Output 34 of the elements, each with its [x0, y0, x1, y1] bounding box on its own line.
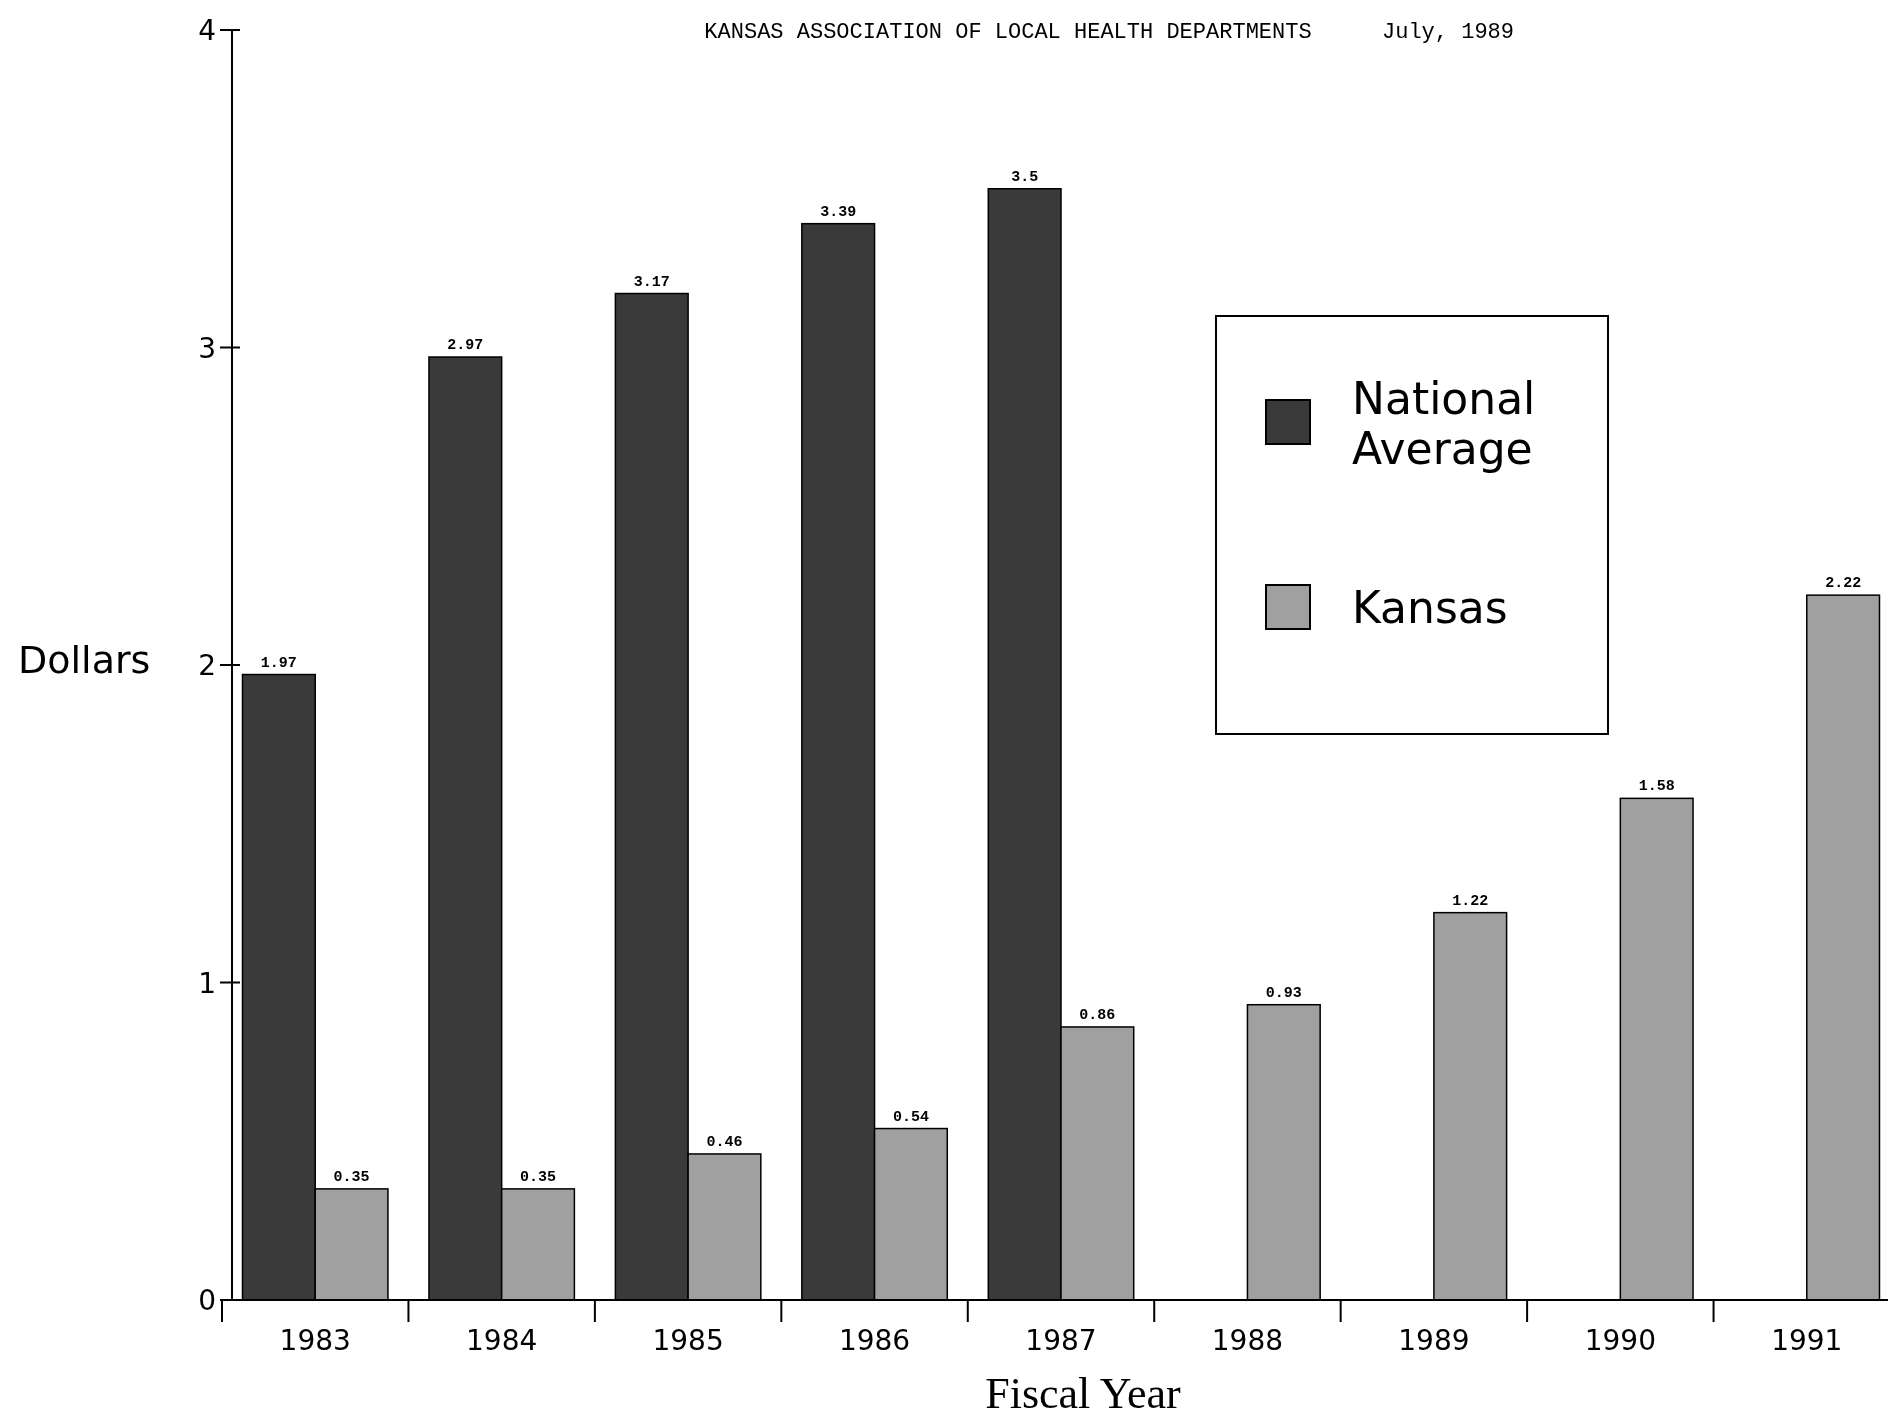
x-tick-label: 1990: [1584, 1324, 1656, 1357]
legend-label: National Average: [1352, 373, 1536, 474]
data-label: 1.97: [260, 654, 297, 672]
data-label: 1.58: [1638, 778, 1675, 796]
x-tick-label: 1983: [279, 1324, 351, 1357]
y-tick-label: 2: [198, 649, 216, 682]
data-label: 3.39: [820, 203, 857, 221]
data-label: 3.17: [633, 273, 670, 291]
y-tick-label: 0: [198, 1284, 216, 1317]
data-label: 2.22: [1825, 575, 1862, 593]
x-tick-label: 1984: [466, 1324, 538, 1357]
x-tick-label: 1989: [1398, 1324, 1470, 1357]
y-axis-title: Dollars: [18, 638, 151, 682]
x-tick-label: 1988: [1211, 1324, 1284, 1357]
data-label: 0.35: [333, 1168, 370, 1186]
x-tick-label: 1986: [838, 1324, 911, 1357]
x-tick-label: 1985: [652, 1324, 724, 1357]
data-label: 3.5: [1011, 168, 1039, 186]
data-label: 0.93: [1265, 984, 1302, 1002]
x-axis-title: Fiscal Year: [985, 1369, 1182, 1415]
x-tick-label: 1987: [1025, 1324, 1097, 1357]
y-tick-label: 3: [198, 331, 216, 365]
data-label: 1.22: [1452, 892, 1489, 910]
annotation: July, 1989: [1381, 20, 1515, 45]
y-tick-label: 1: [198, 966, 216, 1000]
data-label: 2.97: [447, 337, 484, 355]
legend-label: Kansas: [1352, 582, 1508, 633]
y-tick-label: 4: [198, 14, 216, 47]
data-label: 0.35: [520, 1168, 557, 1186]
data-label: 0.86: [1079, 1006, 1116, 1024]
chart-title: KANSAS ASSOCIATION OF LOCAL HEALTH DEPARTMENTS: [704, 20, 1312, 45]
data-label: 0.54: [892, 1108, 929, 1126]
x-tick-label: 1991: [1771, 1324, 1843, 1357]
data-label: 0.46: [706, 1133, 743, 1151]
